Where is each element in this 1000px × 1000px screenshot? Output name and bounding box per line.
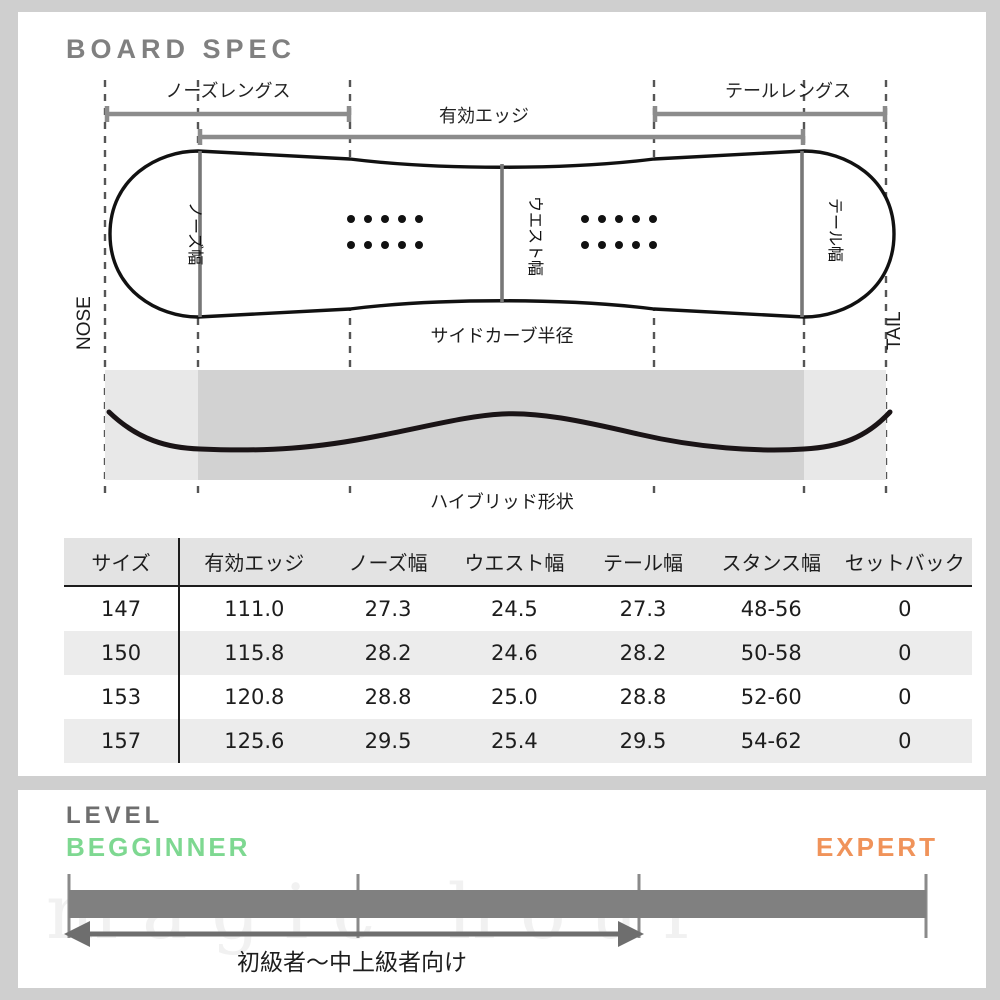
- level-beginner-label: BEGGINNER: [66, 832, 251, 862]
- cell-setback: 0: [837, 631, 972, 675]
- cell-effective-edge: 115.8: [179, 631, 329, 675]
- cell-nose-width: 28.2: [328, 631, 448, 675]
- cell-waist-width: 25.0: [490, 685, 538, 709]
- tail-length-dimension: [652, 106, 888, 122]
- level-expert-label: EXPERT: [815, 832, 938, 862]
- cell-size: 150: [64, 631, 181, 675]
- tail-length-label: テールレングス: [725, 81, 851, 102]
- cell-waist-width: 24.5: [490, 597, 538, 621]
- nose-width-label: ノーズ幅: [186, 202, 205, 265]
- cell-effective-edge: 111.0: [224, 597, 285, 621]
- cell-size: 157: [64, 719, 181, 763]
- cell-size: 153: [64, 675, 181, 719]
- level-range-arrow: [64, 921, 644, 947]
- spec-table: サイズ 有効エッジ ノーズ幅 ウエスト幅 テール幅 スタンス幅 セットバック 1…: [64, 538, 972, 763]
- table-header-waist-width: ウエスト幅: [447, 538, 582, 587]
- cell-setback: 0: [898, 685, 912, 709]
- board-spec-title: BOARD SPEC: [66, 34, 297, 64]
- table-header-effective-edge: 有効エッジ: [179, 538, 329, 587]
- insert-holes-front: [347, 215, 423, 249]
- effective-edge-dimension: [197, 129, 806, 145]
- table-header-stance-width: スタンス幅: [705, 538, 838, 587]
- nose-length-label: ノーズレングス: [165, 81, 290, 102]
- table-row: 153 120.8 28.8 25.0 28.8 52-60 0: [64, 675, 972, 719]
- table-header-setback: セットバック: [837, 538, 972, 587]
- tail-width-label: テール幅: [826, 198, 845, 262]
- level-range-caption: 初級者〜中上級者向け: [237, 950, 467, 976]
- cell-nose-width: 29.5: [328, 719, 448, 763]
- table-row: 147 111.0 27.3 24.5 27.3 48-56 0: [64, 586, 972, 631]
- effective-edge-label: 有効エッジ: [439, 106, 529, 127]
- cell-tail-width: 28.2: [581, 631, 705, 675]
- nose-length-dimension: [104, 106, 352, 122]
- level-panel: LEVEL BEGGINNER EXPERT magic hour 初級: [18, 790, 986, 988]
- cell-tail-width: 29.5: [581, 719, 705, 763]
- waist-width-label: ウエスト幅: [526, 196, 545, 276]
- table-row: 157 125.6 29.5 25.4 29.5 54-62 0: [64, 719, 972, 763]
- profile-curve: [106, 409, 893, 453]
- board-spec-panel: BOARD SPEC ノーズレングス: [18, 12, 986, 776]
- cell-nose-width: 27.3: [364, 597, 412, 621]
- cell-stance-width: 54-62: [705, 719, 838, 763]
- table-header-tail-width: テール幅: [581, 538, 705, 587]
- board-diagram: ノーズレングス テールレングス 有効エッジ ノーズ幅: [74, 80, 905, 513]
- nose-end-label: NOSE: [74, 296, 95, 350]
- cell-setback: 0: [837, 719, 972, 763]
- cell-nose-width: 28.8: [364, 685, 412, 709]
- level-scale-graphic: magic hour 初級者〜中上級者向け: [46, 867, 928, 976]
- level-title: LEVEL: [66, 802, 164, 829]
- table-header-nose-width: ノーズ幅: [328, 538, 448, 587]
- cell-tail-width: 28.8: [619, 685, 667, 709]
- cell-stance-width: 52-60: [740, 685, 802, 709]
- cell-waist-width: 25.4: [447, 719, 582, 763]
- profile-band-inner: [198, 370, 804, 480]
- cell-effective-edge: 125.6: [179, 719, 329, 763]
- table-row: 150 115.8 28.2 24.6 28.2 50-58 0: [64, 631, 972, 675]
- cell-effective-edge: 120.8: [224, 685, 285, 709]
- profile-shape-label: ハイブリッド形状: [430, 491, 574, 513]
- level-bar: [69, 890, 926, 918]
- tail-end-label: TAIL: [884, 311, 905, 350]
- cell-size: 147: [64, 586, 181, 631]
- cell-stance-width: 50-58: [705, 631, 838, 675]
- table-header-size: サイズ: [64, 538, 181, 587]
- sidecut-radius-label: サイドカーブ半径: [431, 325, 574, 347]
- cell-stance-width: 48-56: [740, 597, 802, 621]
- table-header-row: サイズ 有効エッジ ノーズ幅 ウエスト幅 テール幅 スタンス幅 セットバック: [64, 538, 972, 587]
- cell-waist-width: 24.6: [447, 631, 582, 675]
- insert-holes-rear: [581, 215, 657, 249]
- cell-tail-width: 27.3: [619, 597, 667, 621]
- cell-setback: 0: [898, 597, 912, 621]
